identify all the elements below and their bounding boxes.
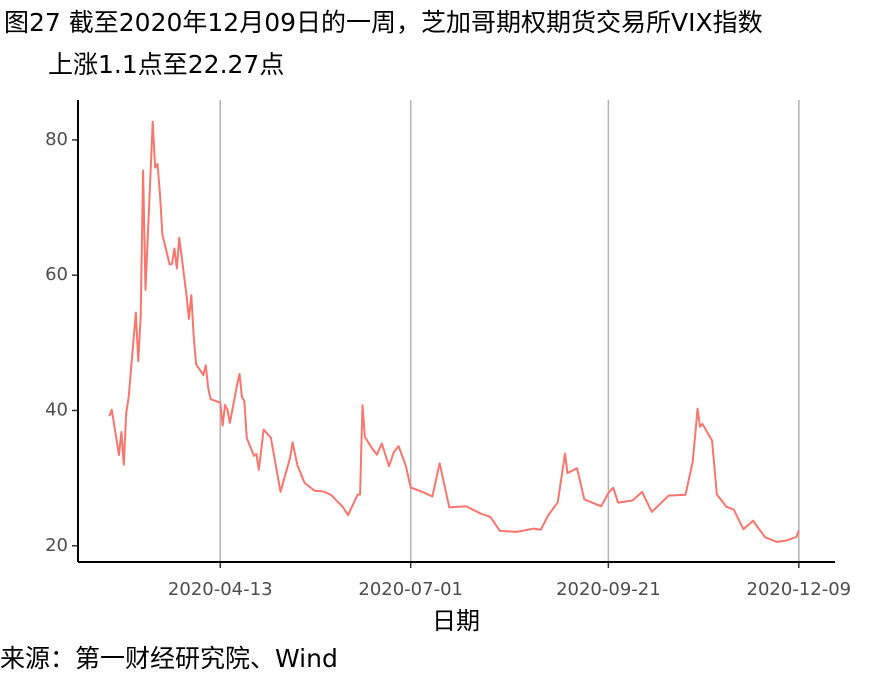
y-tick-label: 40: [45, 399, 68, 420]
y-tick-label: 20: [45, 535, 68, 556]
y-tick-label: 60: [45, 264, 68, 285]
chart-title: 上涨1.1点至22.27点: [48, 50, 284, 79]
y-tick-label: 80: [45, 129, 68, 150]
x-axis-label: 日期: [432, 607, 480, 635]
data-line: [108, 120, 800, 543]
x-tick-label: 2020-04-13: [168, 579, 273, 600]
source-note: 来源：第一财经研究院、Wind: [0, 644, 338, 673]
x-tick-label: 2020-09-21: [556, 579, 661, 600]
x-tick-label: 2020-07-01: [358, 579, 463, 600]
chart-title: 图27 截至2020年12月09日的一周，芝加哥期权期货交易所VIX指数: [4, 8, 763, 37]
x-tick-label: 2020-12-09: [747, 579, 852, 600]
